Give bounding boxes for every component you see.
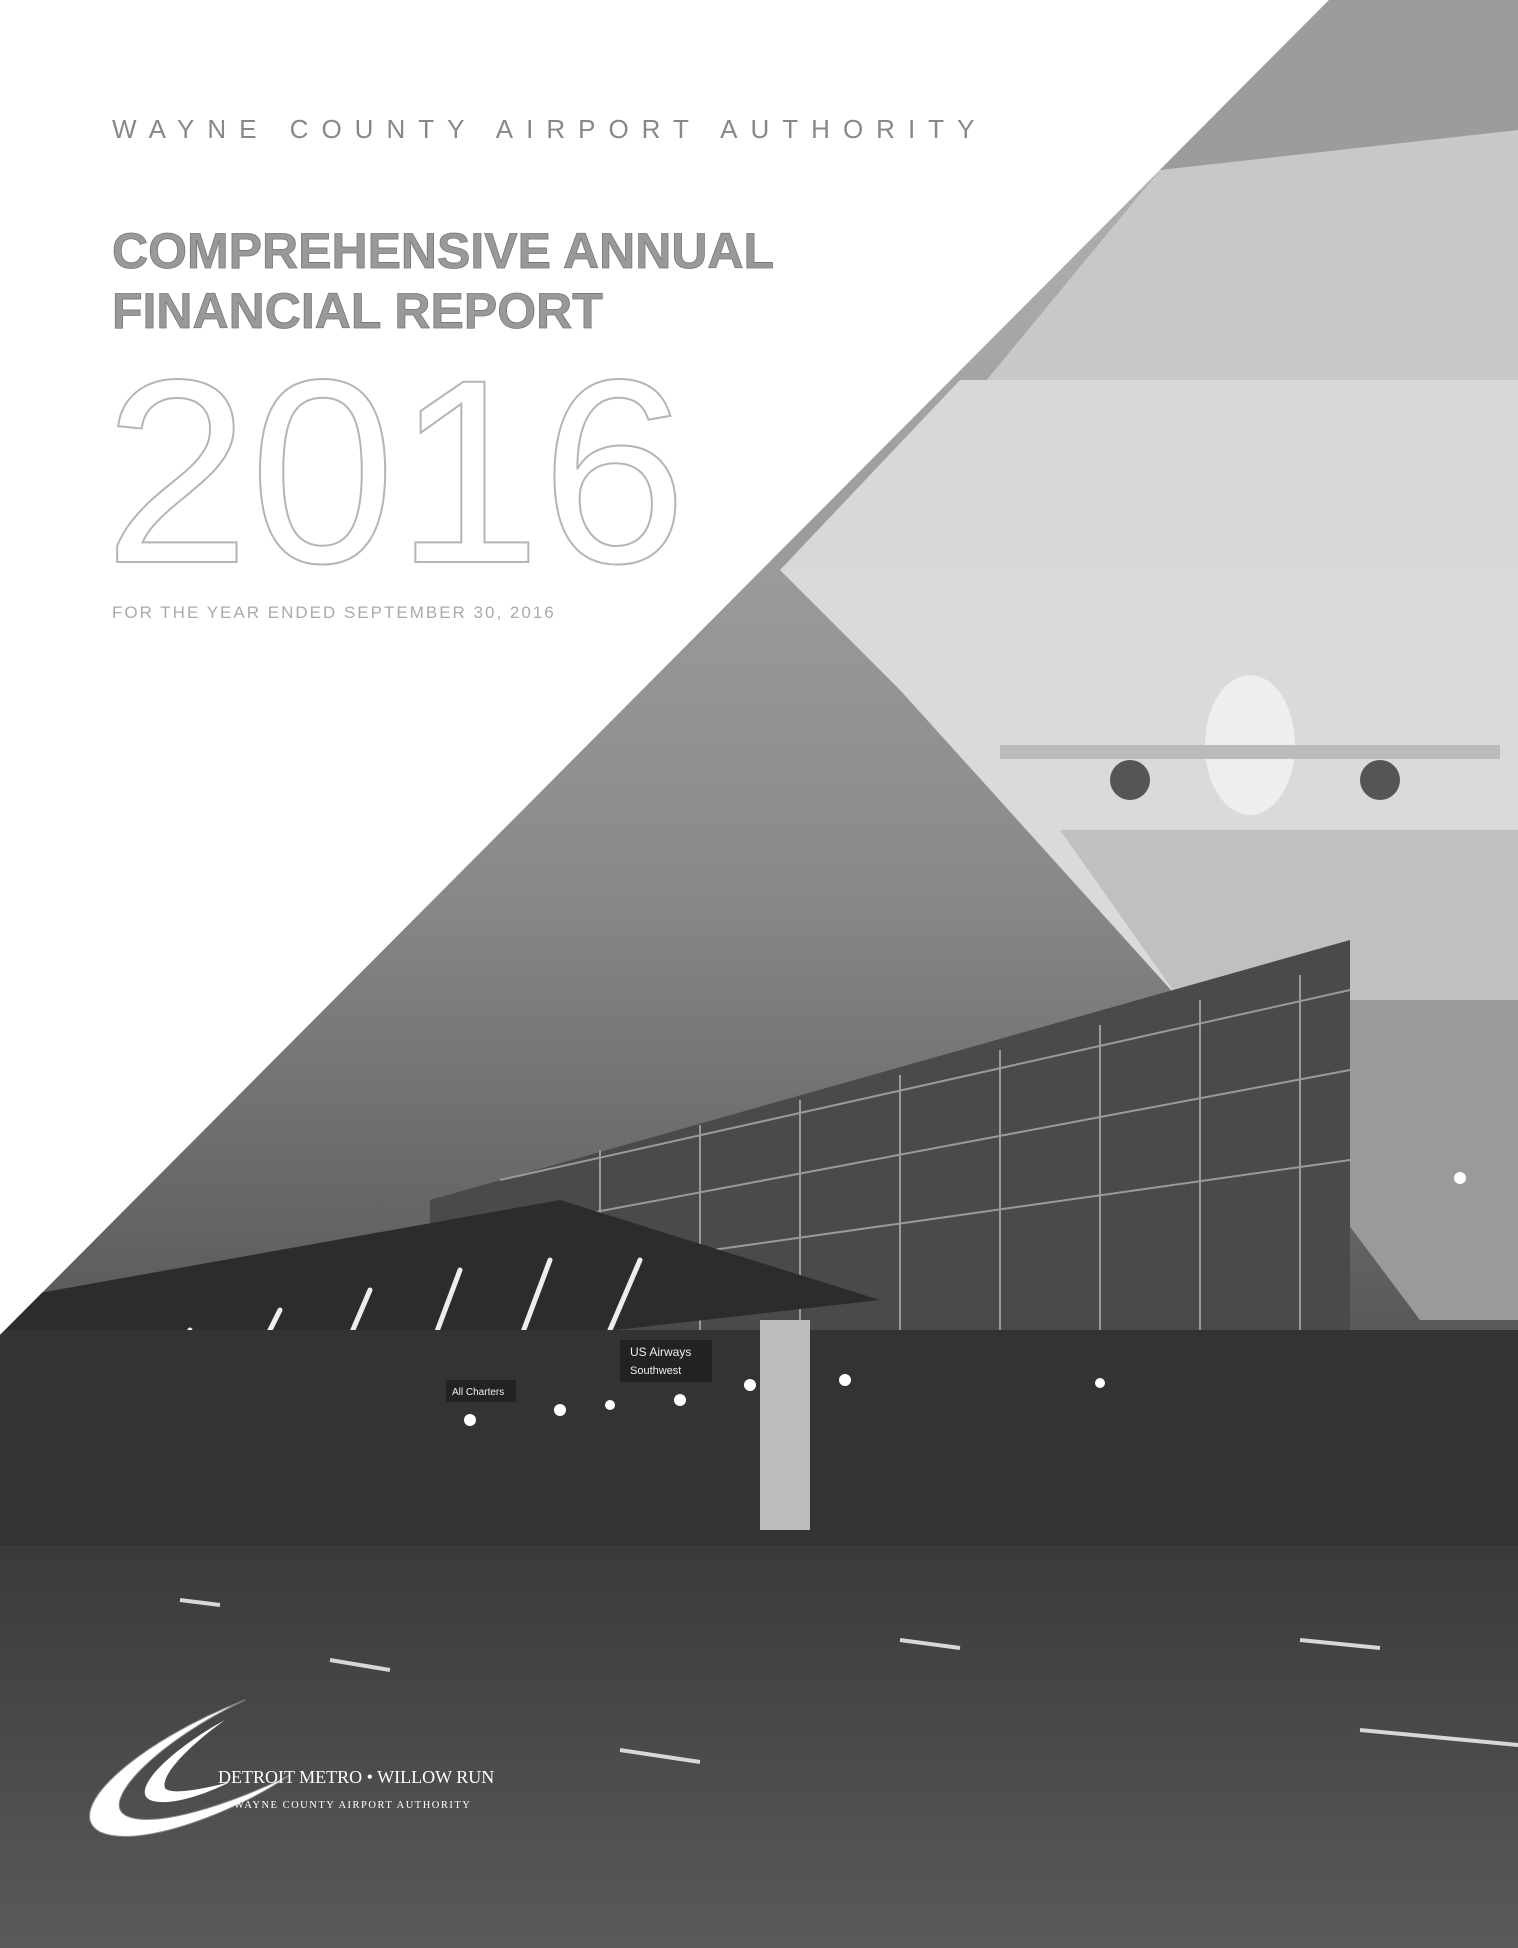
- panel: [970, 130, 1518, 400]
- panel: [780, 380, 1518, 570]
- engine: [1110, 760, 1150, 800]
- cover: US Airways Southwest All Charters WAYNE …: [0, 0, 1518, 1948]
- terminal-base: [0, 1330, 1518, 1570]
- page: US Airways Southwest All Charters WAYNE …: [0, 0, 1518, 1948]
- road: [0, 1545, 1518, 1948]
- subtitle: FOR THE YEAR ENDED SEPTEMBER 30, 2016: [112, 603, 556, 622]
- sign-text: Southwest: [630, 1365, 681, 1377]
- organization: WAYNE COUNTY AIRPORT AUTHORITY: [112, 114, 987, 144]
- logo-name: DETROIT METRO • WILLOW RUN: [218, 1767, 494, 1787]
- pillar: [760, 1320, 810, 1530]
- sign-text: All Charters: [452, 1387, 504, 1398]
- title-line: COMPREHENSIVE ANNUAL: [112, 223, 774, 279]
- airplane-wing: [1000, 745, 1500, 759]
- engine: [1360, 760, 1400, 800]
- logo-organization: WAYNE COUNTY AIRPORT AUTHORITY: [234, 1800, 471, 1811]
- sign-text: US Airways: [630, 1345, 691, 1359]
- year: 2016: [104, 325, 687, 618]
